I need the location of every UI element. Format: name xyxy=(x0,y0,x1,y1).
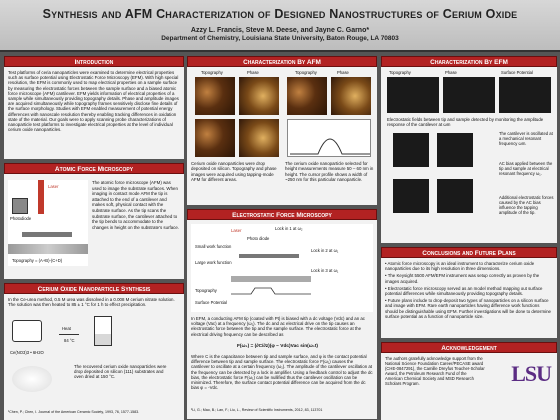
efm-heading: Electrostatic Force Microscopy xyxy=(187,209,377,220)
poster-title: Synthesis and AFM Characterization of De… xyxy=(42,7,518,21)
lock-in-1-label: Lock in 1 at ω₂ xyxy=(275,226,303,231)
large-work-function-label: Large work function xyxy=(195,260,232,265)
reagent-label: Ce(NO3)3 • 6H2O xyxy=(10,350,44,355)
author-list: Azzy L. Francis, Steve M. Deese, and Jay… xyxy=(190,27,370,34)
synthesis-reference: ¹Chen, P.; Chen, I. Journal of the Ameri… xyxy=(8,410,140,414)
efm-laser-label: Laser xyxy=(231,228,242,233)
afm-phase-image-2 xyxy=(239,119,279,157)
conclusion-bullet: • Atomic force microscopy is an ideal in… xyxy=(385,261,535,272)
afm-phase-label: Phase xyxy=(247,70,259,75)
afm-topography-image-1 xyxy=(195,77,235,115)
efm-schematic: Lock in 1 at ω₂ Lock in 2 at ω₁ Lock in … xyxy=(191,224,373,312)
introduction-heading: Introduction xyxy=(4,56,184,67)
synthesis-panel: In the Ce-urea method, 0.5 M urea was di… xyxy=(4,294,184,420)
afm-schematic: Photodiode Laser Topography = (A+B)-(C+D… xyxy=(8,180,88,266)
afm-topography-label-2: Topography xyxy=(295,70,317,75)
char-afm-panel: Topography Phase Topography Phase Cerium… xyxy=(187,67,377,205)
afm-topography-image-3 xyxy=(287,77,327,115)
efm-topography-image xyxy=(387,77,439,113)
conclusions-heading: Conclusions and Future Plans xyxy=(381,247,557,258)
afm-topography-image-2 xyxy=(195,119,235,157)
efm-panel: Lock in 1 at ω₂ Lock in 2 at ω₁ Lock in … xyxy=(187,220,377,419)
conclusions-panel: • Atomic force microscopy is an ideal in… xyxy=(381,258,557,338)
char-afm-caption-right: The cerium oxide nanoparticle selected f… xyxy=(285,161,374,183)
heat-label: Heat xyxy=(62,326,71,331)
acknowledgement-heading: Acknowledgement xyxy=(381,342,557,353)
efm-equation: F(ω₁) = (∂C/∂z)(φ − Vdc)Vac sin(ω₁t) xyxy=(237,344,319,349)
small-work-function-label: Small work function xyxy=(195,244,232,249)
synthesis-result: The recovered cerium oxide nanoparticles… xyxy=(74,364,167,380)
department: Department of Chemistry, Louisiana State… xyxy=(161,35,399,42)
poster-header: Synthesis and AFM Characterization of De… xyxy=(0,0,560,52)
acknowledgement-text: The authors gratefully acknowledge suppo… xyxy=(385,356,485,386)
lock-in-3-label: Lock in 3 at ω₁ xyxy=(311,268,339,273)
laser-label: Laser xyxy=(48,184,59,189)
efm-text: In EFM, a conducting AFM tip (coated wit… xyxy=(191,316,366,337)
conclusion-text: The Keysight 5500 AFM/EFM instrument was… xyxy=(385,273,540,284)
efm-signal-trace xyxy=(231,286,311,296)
afm-phase-label-2: Phase xyxy=(337,70,349,75)
urea-structure-icon xyxy=(12,320,42,342)
afm-phase-image-1 xyxy=(239,77,279,115)
reaction-arrow-icon xyxy=(59,334,79,335)
photodiode-label: Photodiode xyxy=(10,216,32,221)
char-afm-caption-left: Cerium oxide nanoparticles were drop dep… xyxy=(191,161,277,183)
efm-cantilever-icon xyxy=(239,254,299,258)
char-efm-caption: Electrostatic fields between tip and sam… xyxy=(387,117,544,128)
cantilever-icon xyxy=(22,232,72,237)
efm-col-surface-potential-label: Surface Potential xyxy=(501,70,533,75)
laser-beam-icon xyxy=(38,180,44,214)
conclusion-bullet: • Future plans include to drop-deposit t… xyxy=(385,298,551,319)
topography-equation: Topography = (A+B)-(C+D) xyxy=(12,258,63,263)
temperature-label: 84 °C xyxy=(64,338,75,343)
efm-detail-image-1 xyxy=(393,133,429,167)
char-efm-heading: Characterization By EFM xyxy=(381,56,557,67)
efm-note-1: The cantilever is oscillated at a mechan… xyxy=(499,131,553,146)
efm-detail-image-3 xyxy=(393,179,429,213)
introduction-text: Test platforms of ceria nanoparticles we… xyxy=(4,67,184,159)
efm-detail-image-4 xyxy=(437,179,473,213)
center-column: Characterization By AFM Topography Phase… xyxy=(187,56,377,419)
efm-note-2: AC bias applied between the tip and samp… xyxy=(499,161,553,176)
efm-detail-image-2 xyxy=(437,133,473,167)
char-efm-panel: Topography Phase Surface Potential Elect… xyxy=(381,67,557,243)
efm-photodiode-label: Photo diode xyxy=(247,236,270,241)
efm-topography-label: Topography xyxy=(195,288,217,293)
efm-note-3: Additional electrostatic forces caused b… xyxy=(499,195,554,215)
conclusion-text: Future plans include to drop-deposit two… xyxy=(385,298,551,319)
left-column: Introduction Test platforms of ceria nan… xyxy=(4,56,184,420)
lock-in-2-label: Lock in 2 at ω₁ xyxy=(311,248,339,253)
efm-surface-potential-image xyxy=(499,77,551,113)
efm-col-phase-label: Phase xyxy=(445,70,457,75)
efm-text-2: Where C is the capacitance between tip a… xyxy=(191,354,373,391)
efm-phase-image xyxy=(443,77,495,113)
lsu-logo: LSU xyxy=(511,361,552,386)
acknowledgement-panel: The authors gratefully acknowledge suppo… xyxy=(381,353,557,420)
sample-surface-icon xyxy=(8,244,88,254)
char-afm-heading: Characterization By AFM xyxy=(187,56,377,67)
afm-heading: Atomic Force Microscopy xyxy=(4,163,184,174)
efm-reference: ²Li, G.; Mao, B.; Lan, F.; Liu, L., Revi… xyxy=(191,408,323,412)
afm-text: The atomic force microscope (AFM) was us… xyxy=(92,180,179,230)
conclusion-text: Atomic force microscopy is an ideal inst… xyxy=(385,261,535,272)
conclusion-text: Electrostatic force microscopy served as… xyxy=(385,285,543,297)
synthesis-text: In the Ce-urea method, 0.5 M urea was di… xyxy=(8,297,175,308)
efm-sample-icon xyxy=(231,276,311,282)
synthesis-heading: Cerium Oxide Nanoparticle Synthesis xyxy=(4,283,184,294)
afm-panel: Photodiode Laser Topography = (A+B)-(C+D… xyxy=(4,174,184,279)
conclusion-bullet: • Electrostatic force microscopy served … xyxy=(385,285,543,297)
height-profile-plot xyxy=(287,119,371,157)
powder-sample-icon xyxy=(12,366,52,392)
beaker-icon xyxy=(94,316,112,346)
efm-surface-potential-label: Surface Potential xyxy=(195,300,227,305)
height-profile-line xyxy=(290,138,370,155)
afm-phase-image-3 xyxy=(331,77,371,115)
efm-col-topography-label: Topography xyxy=(389,70,411,75)
conclusion-bullet: • The Keysight 5500 AFM/EFM instrument w… xyxy=(385,273,540,284)
afm-topography-label: Topography xyxy=(201,70,223,75)
efm-signal-line xyxy=(231,287,311,295)
right-column: Characterization By EFM Topography Phase… xyxy=(381,56,557,420)
photodiode-icon xyxy=(12,198,28,214)
